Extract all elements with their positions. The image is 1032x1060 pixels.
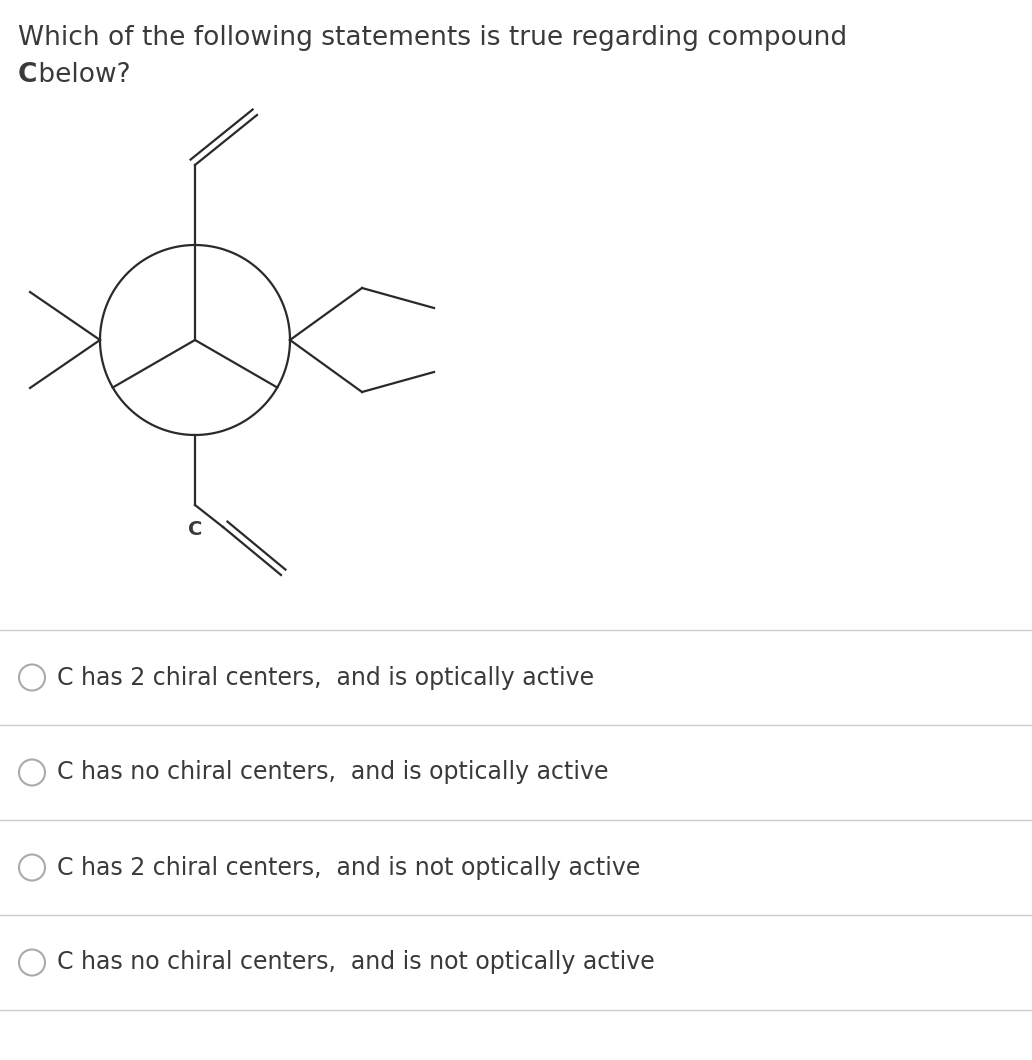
Text: C has no chiral centers,  and is not optically active: C has no chiral centers, and is not opti… <box>57 951 654 974</box>
Text: C: C <box>18 61 37 88</box>
Text: below?: below? <box>30 61 131 88</box>
Text: C has no chiral centers,  and is optically active: C has no chiral centers, and is opticall… <box>57 760 609 784</box>
Text: C: C <box>188 520 202 538</box>
Text: Which of the following statements is true regarding compound: Which of the following statements is tru… <box>18 25 847 51</box>
Text: C has 2 chiral centers,  and is not optically active: C has 2 chiral centers, and is not optic… <box>57 855 641 880</box>
Text: C has 2 chiral centers,  and is optically active: C has 2 chiral centers, and is optically… <box>57 666 594 689</box>
